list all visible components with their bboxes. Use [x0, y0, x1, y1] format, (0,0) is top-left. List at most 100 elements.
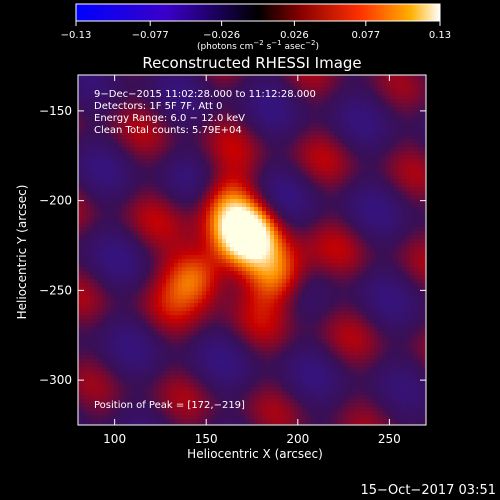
heatmap-cell: [182, 299, 186, 303]
heatmap-cell: [86, 207, 90, 211]
heatmap-cell: [370, 247, 374, 251]
heatmap-cell: [274, 107, 278, 111]
heatmap-cell: [174, 175, 178, 179]
heatmap-cell: [130, 183, 134, 187]
heatmap-cell: [322, 83, 326, 87]
heatmap-cell: [142, 291, 146, 295]
heatmap-cell: [174, 199, 178, 203]
heatmap-cell: [122, 103, 126, 107]
heatmap-cell: [414, 191, 418, 195]
heatmap-cell: [186, 295, 190, 299]
heatmap-cell: [346, 207, 350, 211]
heatmap-cell: [106, 263, 110, 267]
heatmap-cell: [122, 123, 126, 127]
heatmap-cell: [270, 159, 274, 163]
heatmap-cell: [138, 187, 142, 191]
heatmap-cell: [334, 275, 338, 279]
heatmap-cell: [102, 159, 106, 163]
heatmap-cell: [230, 211, 234, 215]
heatmap-cell: [294, 287, 298, 291]
heatmap-cell: [406, 247, 410, 251]
heatmap-cell: [402, 179, 406, 183]
heatmap-cell: [78, 227, 82, 231]
heatmap-cell: [418, 143, 422, 147]
heatmap-cell: [274, 111, 278, 115]
heatmap-cell: [310, 267, 314, 271]
heatmap-cell: [242, 155, 246, 159]
heatmap-cell: [406, 147, 410, 151]
heatmap-cell: [82, 119, 86, 123]
heatmap-cell: [122, 187, 126, 191]
heatmap-cell: [198, 119, 202, 123]
heatmap-cell: [334, 111, 338, 115]
heatmap-cell: [366, 99, 370, 103]
heatmap-cell: [226, 283, 230, 287]
heatmap-cell: [222, 111, 226, 115]
heatmap-cell: [274, 259, 278, 263]
heatmap-cell: [414, 91, 418, 95]
heatmap-cell: [398, 123, 402, 127]
heatmap-cell: [406, 235, 410, 239]
heatmap-cell: [378, 171, 382, 175]
heatmap-cell: [186, 283, 190, 287]
heatmap-cell: [402, 219, 406, 223]
heatmap-cell: [290, 139, 294, 143]
heatmap-cell: [362, 287, 366, 291]
heatmap-cell: [194, 295, 198, 299]
heatmap-cell: [154, 107, 158, 111]
heatmap-cell: [154, 131, 158, 135]
heatmap-cell: [174, 167, 178, 171]
heatmap-cell: [82, 235, 86, 239]
heatmap-cell: [178, 99, 182, 103]
heatmap-cell: [114, 143, 118, 147]
heatmap-cell: [314, 291, 318, 295]
heatmap-cell: [130, 275, 134, 279]
heatmap-cell: [242, 263, 246, 267]
heatmap-cell: [214, 143, 218, 147]
heatmap-cell: [414, 123, 418, 127]
heatmap-cell: [110, 259, 114, 263]
heatmap-cell: [310, 127, 314, 131]
heatmap-cell: [222, 123, 226, 127]
heatmap-cell: [410, 127, 414, 131]
heatmap-cell: [386, 183, 390, 187]
heatmap-cell: [114, 95, 118, 99]
heatmap-cell: [142, 263, 146, 267]
heatmap-cell: [366, 139, 370, 143]
heatmap-cell: [278, 175, 282, 179]
heatmap-cell: [206, 271, 210, 275]
heatmap-cell: [410, 83, 414, 87]
heatmap-cell: [190, 271, 194, 275]
heatmap-cell: [182, 147, 186, 151]
heatmap-cell: [298, 291, 302, 295]
heatmap-cell: [158, 211, 162, 215]
heatmap-cell: [422, 115, 426, 119]
heatmap-cell: [366, 267, 370, 271]
heatmap-cell: [270, 195, 274, 199]
heatmap-cell: [134, 247, 138, 251]
heatmap-cell: [394, 223, 398, 227]
heatmap-cell: [294, 263, 298, 267]
heatmap-cell: [282, 147, 286, 151]
heatmap-cell: [166, 175, 170, 179]
heatmap-cell: [186, 83, 190, 87]
heatmap-cell: [354, 127, 358, 131]
heatmap-cell: [126, 259, 130, 263]
heatmap-cell: [210, 231, 214, 235]
heatmap-cell: [254, 283, 258, 287]
heatmap-cell: [102, 231, 106, 235]
heatmap-cell: [366, 239, 370, 243]
heatmap-cell: [326, 91, 330, 95]
heatmap-cell: [382, 263, 386, 267]
heatmap-cell: [350, 111, 354, 115]
heatmap-cell: [182, 171, 186, 175]
heatmap-cell: [134, 203, 138, 207]
heatmap-cell: [190, 295, 194, 299]
heatmap-cell: [122, 243, 126, 247]
heatmap-cell: [258, 91, 262, 95]
heatmap-cell: [234, 179, 238, 183]
heatmap-cell: [254, 131, 258, 135]
heatmap-cell: [118, 103, 122, 107]
heatmap-cell: [422, 219, 426, 223]
heatmap-cell: [126, 215, 130, 219]
